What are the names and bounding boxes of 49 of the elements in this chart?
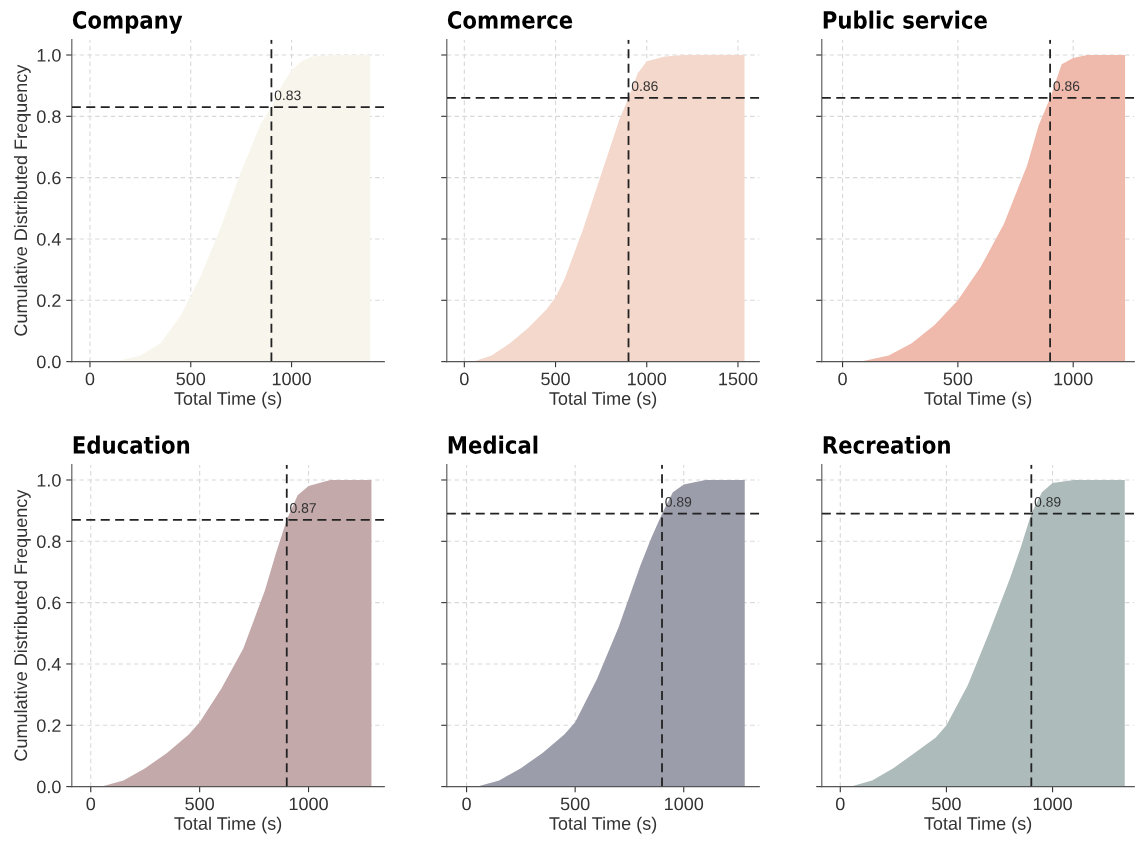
x-tick-label: 500	[541, 372, 570, 386]
x-tick-label: 1000	[1054, 372, 1093, 386]
x-tick-label: 1000	[272, 372, 311, 386]
x-tick-label: 0	[86, 797, 96, 811]
y-tick-label: 0.2	[37, 719, 61, 732]
chart-title: Commerce	[447, 11, 573, 29]
chart-title: Recreation	[823, 435, 950, 454]
x-axis-title: Total Time (s)	[549, 391, 657, 409]
x-tick-label: 1000	[665, 797, 704, 811]
y-tick-label: 0.8	[37, 110, 61, 124]
chart-title: Medical	[448, 435, 538, 454]
x-tick-label: 0	[460, 372, 469, 386]
ref-line-label: 0.86	[1053, 81, 1080, 92]
x-tick-label: 500	[560, 797, 590, 811]
y-tick-label: 1.0	[37, 48, 61, 62]
x-axis-title: Total Time (s)	[549, 816, 657, 834]
y-tick-label: 0.8	[37, 535, 61, 549]
y-tick-label: 0.6	[37, 171, 61, 185]
y-tick-label: 0.6	[37, 596, 61, 610]
x-axis-title: Total Time (s)	[924, 816, 1032, 834]
x-tick-label: 0	[835, 797, 845, 811]
chart-title: Education	[73, 435, 190, 454]
chart-title: Public service	[823, 10, 987, 29]
y-axis-title: Cumulative Distributed Frequency	[13, 64, 31, 336]
x-tick-label: 1000	[289, 797, 328, 811]
y-tick-label: 0.2	[37, 294, 61, 308]
x-tick-label: 500	[932, 797, 961, 811]
ref-line-label: 0.86	[631, 81, 658, 92]
x-tick-label: 1000	[1033, 797, 1072, 811]
y-tick-label: 0.4	[37, 232, 61, 246]
y-tick-label: 1.0	[37, 473, 61, 487]
x-tick-label: 500	[943, 372, 973, 386]
x-axis-title: Total Time (s)	[174, 391, 282, 409]
x-axis-title: Total Time (s)	[924, 391, 1032, 409]
x-tick-label: 500	[176, 372, 206, 386]
ref-line-label: 0.83	[274, 90, 301, 101]
y-axis-title: Cumulative Distributed Frequency	[13, 489, 31, 761]
x-tick-label: 0	[838, 372, 847, 386]
x-axis-title: Total Time (s)	[174, 816, 282, 834]
x-tick-label: 1000	[628, 372, 667, 386]
x-tick-label: 0	[85, 372, 95, 386]
x-tick-label: 1500	[719, 372, 758, 386]
x-tick-label: 0	[462, 797, 471, 811]
ref-line-label: 0.87	[290, 503, 316, 513]
x-tick-label: 500	[185, 797, 215, 811]
y-tick-label: 0.0	[37, 780, 61, 794]
y-tick-label: 0.0	[37, 355, 61, 369]
y-tick-label: 0.4	[37, 657, 61, 671]
chart-title: Company	[72, 11, 183, 34]
